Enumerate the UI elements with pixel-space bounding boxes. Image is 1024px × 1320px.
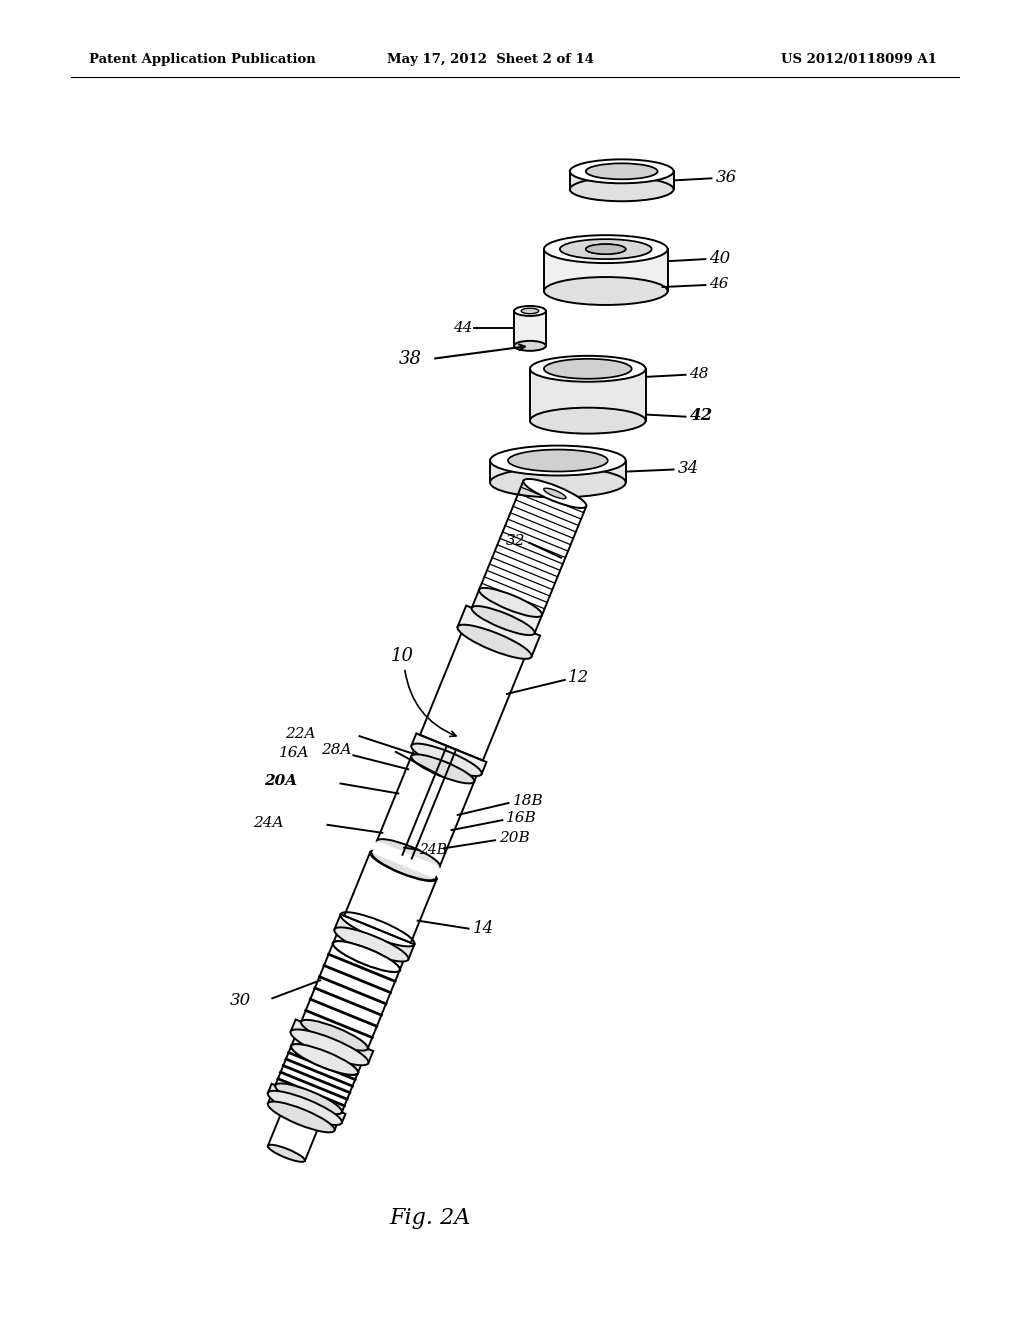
Text: US 2012/0118099 A1: US 2012/0118099 A1 bbox=[781, 53, 937, 66]
Text: 30: 30 bbox=[229, 991, 251, 1008]
Text: 12: 12 bbox=[567, 669, 589, 686]
Polygon shape bbox=[372, 841, 439, 879]
Text: 18B: 18B bbox=[513, 795, 544, 808]
Ellipse shape bbox=[514, 341, 546, 351]
Ellipse shape bbox=[569, 160, 674, 183]
Text: 16B: 16B bbox=[506, 810, 538, 825]
Text: 20B: 20B bbox=[499, 832, 529, 845]
Text: 38: 38 bbox=[398, 350, 421, 368]
Text: 48: 48 bbox=[689, 367, 709, 380]
Ellipse shape bbox=[521, 308, 539, 314]
Polygon shape bbox=[569, 172, 674, 189]
Ellipse shape bbox=[291, 1044, 358, 1074]
Polygon shape bbox=[268, 1094, 338, 1130]
Ellipse shape bbox=[490, 467, 626, 498]
Text: 46: 46 bbox=[710, 277, 729, 290]
Ellipse shape bbox=[508, 450, 607, 471]
Text: 20A: 20A bbox=[264, 775, 298, 788]
Text: 24B: 24B bbox=[419, 842, 447, 857]
Ellipse shape bbox=[334, 928, 409, 961]
Ellipse shape bbox=[472, 606, 535, 635]
Ellipse shape bbox=[544, 235, 668, 263]
Ellipse shape bbox=[530, 408, 646, 433]
Text: 40: 40 bbox=[710, 249, 731, 267]
Ellipse shape bbox=[268, 1144, 305, 1162]
Ellipse shape bbox=[523, 479, 587, 508]
Text: 14: 14 bbox=[472, 920, 494, 937]
Ellipse shape bbox=[544, 359, 632, 379]
Polygon shape bbox=[335, 915, 415, 960]
Text: 32: 32 bbox=[506, 533, 525, 548]
Polygon shape bbox=[291, 1034, 362, 1073]
Polygon shape bbox=[514, 312, 546, 346]
Text: 10: 10 bbox=[390, 647, 414, 665]
Text: 22A: 22A bbox=[285, 727, 315, 741]
Ellipse shape bbox=[267, 1102, 335, 1133]
Ellipse shape bbox=[479, 587, 542, 616]
Polygon shape bbox=[377, 756, 474, 866]
Polygon shape bbox=[333, 931, 404, 970]
Text: 44: 44 bbox=[453, 321, 472, 335]
Polygon shape bbox=[458, 606, 540, 657]
Text: 28A: 28A bbox=[322, 743, 352, 756]
Text: 16A: 16A bbox=[279, 746, 309, 760]
Text: 42: 42 bbox=[689, 407, 713, 424]
Text: 36: 36 bbox=[716, 169, 736, 186]
Ellipse shape bbox=[458, 624, 531, 659]
Text: Fig. 2A: Fig. 2A bbox=[389, 1208, 471, 1229]
Polygon shape bbox=[344, 853, 436, 942]
Ellipse shape bbox=[377, 840, 440, 869]
Ellipse shape bbox=[372, 851, 435, 880]
Ellipse shape bbox=[301, 1020, 368, 1051]
Ellipse shape bbox=[267, 1090, 342, 1125]
Polygon shape bbox=[490, 461, 626, 483]
Polygon shape bbox=[412, 734, 486, 774]
Ellipse shape bbox=[370, 850, 437, 882]
Ellipse shape bbox=[530, 356, 646, 381]
Text: 34: 34 bbox=[678, 461, 698, 477]
Polygon shape bbox=[472, 590, 542, 634]
Ellipse shape bbox=[569, 177, 674, 201]
Ellipse shape bbox=[586, 244, 626, 255]
Text: 24A: 24A bbox=[253, 816, 284, 830]
Ellipse shape bbox=[586, 164, 657, 180]
Polygon shape bbox=[268, 1084, 345, 1123]
Text: May 17, 2012  Sheet 2 of 14: May 17, 2012 Sheet 2 of 14 bbox=[386, 53, 594, 66]
Polygon shape bbox=[420, 630, 526, 760]
Polygon shape bbox=[412, 747, 478, 781]
Polygon shape bbox=[544, 249, 668, 290]
Ellipse shape bbox=[340, 912, 415, 946]
Ellipse shape bbox=[275, 1084, 342, 1114]
Ellipse shape bbox=[291, 1044, 358, 1074]
Text: Patent Application Publication: Patent Application Publication bbox=[89, 53, 315, 66]
Ellipse shape bbox=[333, 941, 399, 972]
Ellipse shape bbox=[544, 277, 668, 305]
Ellipse shape bbox=[412, 754, 474, 783]
Ellipse shape bbox=[514, 306, 546, 315]
Polygon shape bbox=[530, 368, 646, 421]
Ellipse shape bbox=[412, 743, 481, 776]
Ellipse shape bbox=[291, 1030, 369, 1065]
Polygon shape bbox=[268, 1109, 319, 1160]
Polygon shape bbox=[291, 1019, 373, 1063]
Ellipse shape bbox=[490, 446, 626, 475]
Ellipse shape bbox=[560, 239, 651, 259]
Ellipse shape bbox=[544, 488, 566, 499]
Ellipse shape bbox=[586, 244, 626, 255]
Ellipse shape bbox=[333, 941, 399, 972]
